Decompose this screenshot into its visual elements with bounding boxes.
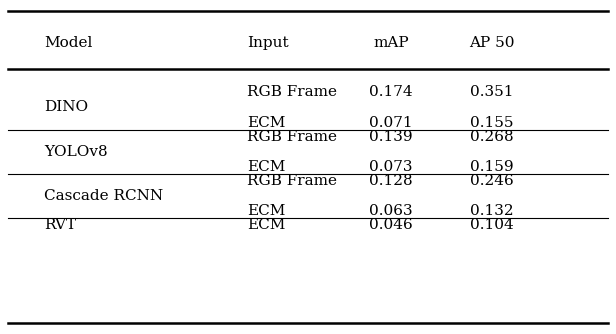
Text: RGB Frame: RGB Frame bbox=[246, 85, 337, 99]
Text: 0.128: 0.128 bbox=[369, 174, 413, 188]
Text: Input: Input bbox=[246, 36, 288, 50]
Text: 0.073: 0.073 bbox=[369, 160, 413, 174]
Text: ECM: ECM bbox=[246, 204, 285, 218]
Text: mAP: mAP bbox=[373, 36, 408, 50]
Text: ECM: ECM bbox=[246, 116, 285, 130]
Text: RGB Frame: RGB Frame bbox=[246, 174, 337, 188]
Text: AP 50: AP 50 bbox=[469, 36, 515, 50]
Text: 0.174: 0.174 bbox=[369, 85, 413, 99]
Text: 0.071: 0.071 bbox=[369, 116, 413, 130]
Text: RVT: RVT bbox=[44, 218, 76, 232]
Text: ECM: ECM bbox=[246, 218, 285, 232]
Text: 0.351: 0.351 bbox=[470, 85, 514, 99]
Text: 0.063: 0.063 bbox=[369, 204, 413, 218]
Text: 0.139: 0.139 bbox=[369, 130, 413, 144]
Text: 0.246: 0.246 bbox=[470, 174, 514, 188]
Text: DINO: DINO bbox=[44, 101, 89, 114]
Text: RGB Frame: RGB Frame bbox=[246, 130, 337, 144]
Text: YOLOv8: YOLOv8 bbox=[44, 145, 108, 159]
Text: 0.155: 0.155 bbox=[470, 116, 514, 130]
Text: 0.268: 0.268 bbox=[470, 130, 514, 144]
Text: Cascade RCNN: Cascade RCNN bbox=[44, 189, 163, 203]
Text: 0.046: 0.046 bbox=[369, 218, 413, 232]
Text: 0.104: 0.104 bbox=[470, 218, 514, 232]
Text: 0.159: 0.159 bbox=[470, 160, 514, 174]
Text: Model: Model bbox=[44, 36, 92, 50]
Text: ECM: ECM bbox=[246, 160, 285, 174]
Text: 0.132: 0.132 bbox=[470, 204, 514, 218]
